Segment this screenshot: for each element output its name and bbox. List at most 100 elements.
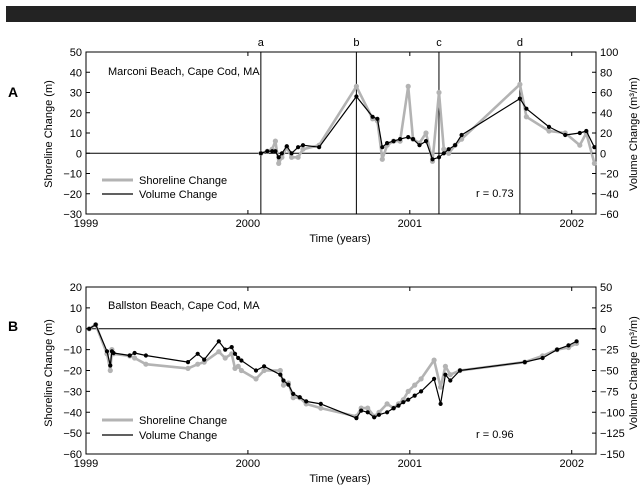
data-point-shoreline — [523, 114, 530, 120]
data-point-volume — [459, 132, 464, 138]
location-annotation-b: Ballston Beach, Cape Cod, MA — [108, 300, 260, 312]
data-point-volume — [563, 132, 568, 138]
y2-tick-label: −125 — [600, 428, 625, 440]
x-axis-label-a: Time (years) — [309, 233, 370, 245]
data-point-shoreline — [277, 367, 283, 374]
y-tick-label: 0 — [76, 148, 82, 160]
data-point-volume — [273, 149, 278, 154]
data-point-volume — [540, 355, 545, 361]
x-tick-label: 2000 — [236, 218, 260, 230]
data-point-volume — [577, 130, 582, 136]
data-point-volume — [354, 416, 359, 421]
data-point-shoreline — [546, 128, 552, 134]
data-point-volume — [517, 96, 523, 101]
y2-tick-label: 20 — [600, 128, 612, 140]
data-point-volume — [202, 357, 207, 362]
plot-frame-b — [85, 286, 597, 455]
y-tick-label: 40 — [70, 67, 82, 79]
data-point-shoreline — [143, 361, 149, 367]
location-annotation-a: Marconi Beach, Cape Cod, MA — [108, 66, 260, 78]
data-point-volume — [216, 339, 221, 344]
data-point-shoreline — [441, 146, 447, 152]
data-point-volume — [441, 151, 446, 156]
data-point-volume — [93, 322, 98, 327]
data-point-volume — [423, 139, 429, 144]
x-tick-label: 2001 — [398, 458, 422, 470]
data-point-volume — [430, 157, 435, 162]
y-tick-label: 20 — [70, 108, 82, 120]
data-point-volume — [410, 137, 416, 142]
data-point-volume — [380, 145, 385, 150]
y-axis-label-b: Shoreline Change (m) — [43, 319, 55, 427]
data-point-shoreline — [418, 376, 424, 382]
data-point-shoreline — [222, 355, 228, 361]
data-point-shoreline — [216, 349, 222, 355]
data-point-volume — [406, 397, 411, 402]
y2-axis-label-a: Volume Change (m³/m) — [628, 77, 640, 191]
data-point-volume — [354, 94, 359, 99]
data-point-volume — [365, 410, 370, 415]
data-point-shoreline — [436, 89, 442, 96]
data-point-volume — [258, 151, 263, 156]
data-point-volume — [297, 395, 302, 400]
data-point-volume — [276, 155, 281, 160]
panel-label-b: B — [8, 318, 18, 334]
legend-label-volume: Volume Change — [139, 430, 217, 442]
data-point-volume — [223, 347, 228, 352]
y2-tick-label: −50 — [600, 366, 619, 378]
data-point-volume — [574, 339, 579, 344]
event-label-d: d — [517, 37, 523, 49]
data-point-volume — [446, 147, 451, 152]
data-point-volume — [432, 376, 437, 381]
data-point-shoreline — [442, 363, 448, 369]
y-tick-label: 50 — [70, 47, 82, 59]
data-point-volume — [396, 403, 401, 408]
event-label-b: b — [353, 37, 359, 49]
data-point-shoreline — [353, 83, 359, 89]
data-point-shoreline — [229, 351, 235, 357]
data-point-shoreline — [289, 154, 295, 160]
data-point-volume — [304, 399, 309, 404]
data-point-volume — [419, 389, 424, 394]
data-point-volume — [279, 151, 284, 156]
data-point-volume — [300, 143, 306, 148]
y-axis-label-a: Shoreline Change (m) — [43, 80, 55, 188]
data-point-volume — [278, 372, 283, 377]
legend-label-volume: Volume Change — [139, 189, 217, 201]
data-point-shoreline — [365, 405, 371, 411]
data-point-volume — [262, 364, 267, 369]
y-tick-label: 20 — [70, 282, 82, 294]
x-tick-label: 2000 — [236, 458, 260, 470]
data-point-shoreline — [405, 83, 411, 89]
data-point-volume — [127, 353, 132, 358]
data-point-shoreline — [235, 363, 241, 369]
data-point-volume — [195, 351, 200, 356]
y2-tick-label: 40 — [600, 108, 612, 120]
y-tick-label: −60 — [63, 449, 82, 461]
data-point-shoreline — [577, 142, 583, 148]
data-point-volume — [286, 382, 291, 387]
x-axis-label-b: Time (years) — [309, 473, 370, 485]
y-tick-label: 10 — [70, 303, 82, 315]
y-tick-label: −10 — [63, 169, 82, 181]
y-tick-label: 0 — [76, 324, 82, 336]
y-tick-label: 10 — [70, 128, 82, 140]
data-point-volume — [229, 345, 234, 350]
data-point-shoreline — [276, 160, 282, 166]
y2-tick-label: −20 — [600, 169, 619, 181]
data-point-shoreline — [384, 401, 390, 407]
y-tick-label: −30 — [63, 386, 82, 398]
y2-tick-label: 50 — [600, 282, 612, 294]
data-point-volume — [524, 106, 529, 111]
data-point-volume — [296, 145, 301, 150]
data-point-shoreline — [185, 365, 191, 371]
data-point-shoreline — [517, 81, 523, 87]
data-point-volume — [359, 408, 364, 413]
y2-tick-label: −75 — [600, 386, 619, 398]
legend-label-shoreline: Shoreline Change — [139, 415, 227, 427]
data-point-shoreline — [405, 388, 411, 394]
data-point-shoreline — [591, 160, 598, 166]
header-bar — [6, 6, 636, 22]
data-point-volume — [291, 391, 296, 396]
